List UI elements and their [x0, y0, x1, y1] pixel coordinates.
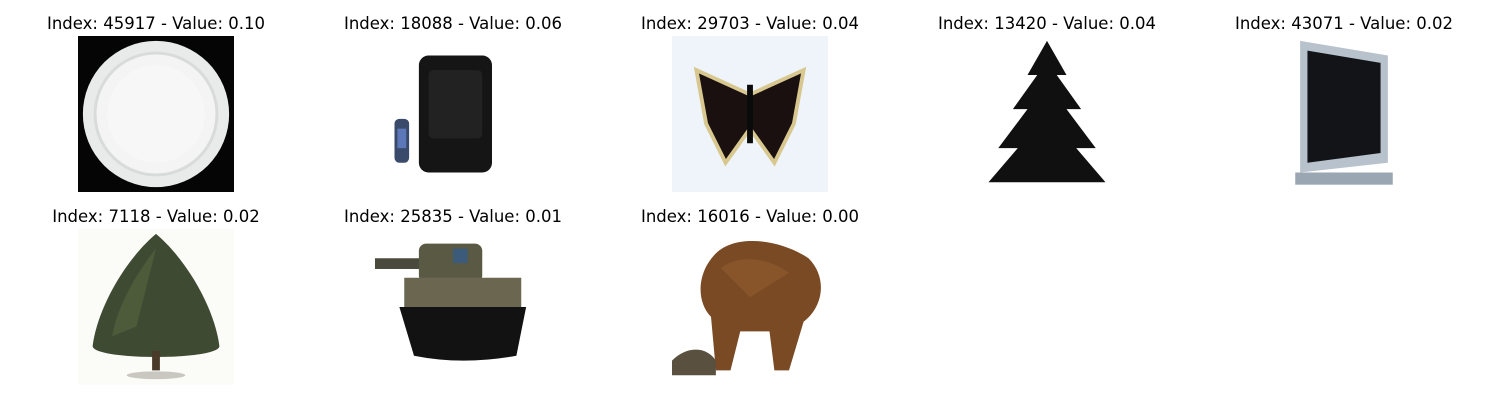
plate-image — [78, 36, 234, 192]
panel-6: Index: 7118 - Value: 0.02 — [26, 207, 286, 397]
pine-tree-image — [969, 36, 1125, 192]
panel-1: Index: 45917 - Value: 0.10 — [26, 14, 286, 204]
panel-8: Index: 16016 - Value: 0.00 — [620, 207, 880, 397]
panel-title: Index: 7118 - Value: 0.02 — [52, 207, 260, 226]
panel-2: Index: 18088 - Value: 0.06 — [323, 14, 583, 204]
tank-image — [375, 229, 531, 385]
panel-title: Index: 43071 - Value: 0.02 — [1234, 14, 1453, 33]
bear-image — [672, 229, 828, 385]
panel-title: Index: 29703 - Value: 0.04 — [640, 14, 859, 33]
panel-title: Index: 45917 - Value: 0.10 — [46, 14, 265, 33]
tree-image — [78, 229, 234, 385]
panel-title: Index: 25835 - Value: 0.01 — [343, 207, 562, 226]
television-image — [375, 36, 531, 192]
panel-3: Index: 29703 - Value: 0.04 — [620, 14, 880, 204]
panel-title: Index: 13420 - Value: 0.04 — [937, 14, 1156, 33]
monitor-image — [1266, 36, 1422, 192]
panel-title: Index: 18088 - Value: 0.06 — [343, 14, 562, 33]
butterfly-image — [672, 36, 828, 192]
panel-7: Index: 25835 - Value: 0.01 — [323, 207, 583, 397]
panel-title: Index: 16016 - Value: 0.00 — [640, 207, 859, 226]
panel-4: Index: 13420 - Value: 0.04 — [917, 14, 1177, 204]
panel-5: Index: 43071 - Value: 0.02 — [1214, 14, 1474, 204]
